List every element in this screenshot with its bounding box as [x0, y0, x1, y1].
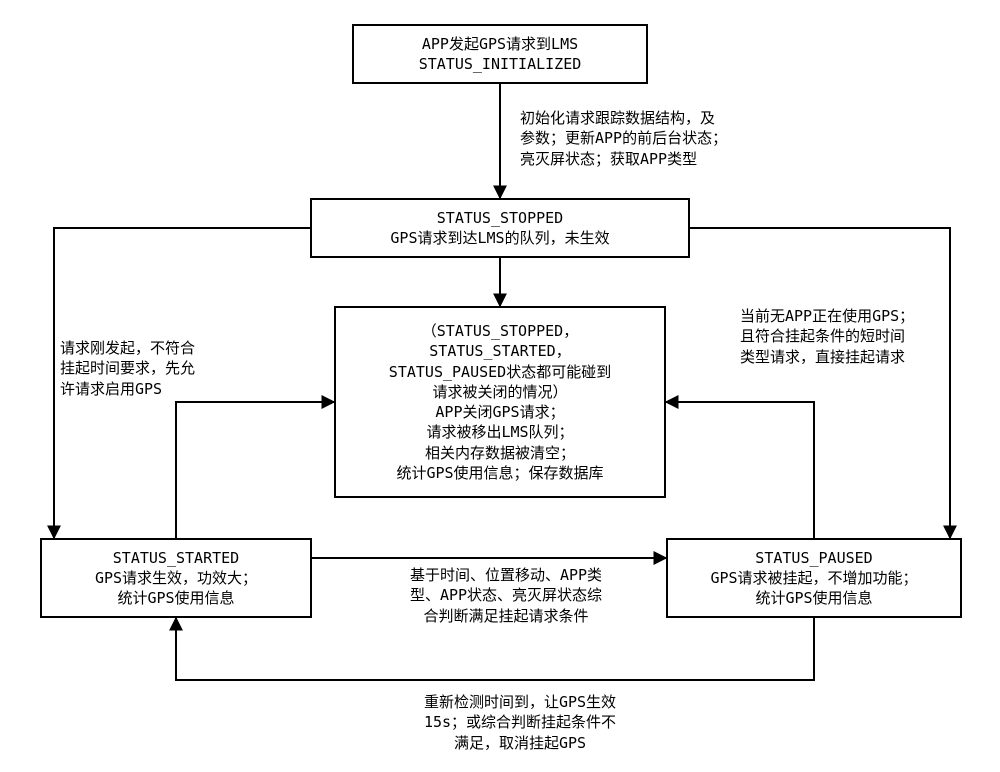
edge-label-line: 且符合挂起条件的短时间	[740, 326, 990, 346]
node-text-line: GPS请求到达LMS的队列，未生效	[390, 228, 609, 248]
edge-started-to-closed	[176, 402, 334, 538]
edge-label-init-to-stopped: 初始化请求跟踪数据结构，及参数；更新APP的前后台状态；亮灭屏状态；获取APP类…	[520, 108, 840, 169]
node-status-paused: STATUS_PAUSEDGPS请求被挂起，不增加功能；统计GPS使用信息	[666, 538, 962, 618]
node-text-line: STATUS_PAUSED	[755, 548, 872, 568]
edge-label-line: 参数；更新APP的前后台状态；	[520, 128, 840, 148]
edge-label-line: 挂起时间要求，先允	[60, 358, 310, 378]
edge-label-stopped-to-started: 请求刚发起，不符合挂起时间要求，先允许请求启用GPS	[60, 338, 310, 399]
edge-label-paused-to-started: 重新检测时间到，让GPS生效15s；或综合判断挂起条件不满足，取消挂起GPS	[370, 692, 670, 753]
node-text-line: STATUS_INITIALIZED	[419, 54, 582, 74]
node-text-line: STATUS_PAUSED状态都可能碰到	[389, 362, 611, 382]
edge-label-line: 基于时间、位置移动、APP类	[356, 565, 656, 585]
node-text-line: 统计GPS使用信息	[117, 588, 234, 608]
node-text-line: STATUS_STARTED，	[429, 341, 570, 361]
edge-label-line: 许请求启用GPS	[60, 379, 310, 399]
edge-label-line: 满足，取消挂起GPS	[370, 733, 670, 753]
node-request-closed: （STATUS_STOPPED，STATUS_STARTED，STATUS_PA…	[334, 306, 666, 498]
node-text-line: GPS请求生效，功效大；	[95, 568, 257, 588]
node-text-line: 统计GPS使用信息；保存数据库	[396, 463, 603, 483]
edge-paused-to-started-bottom	[176, 618, 814, 680]
edge-label-stopped-to-paused: 当前无APP正在使用GPS；且符合挂起条件的短时间类型请求，直接挂起请求	[740, 306, 990, 367]
node-text-line: 请求被关闭的情况）	[432, 382, 567, 402]
edge-label-line: 重新检测时间到，让GPS生效	[370, 692, 670, 712]
node-text-line: STATUS_STOPPED	[437, 208, 563, 228]
node-text-line: GPS请求被挂起，不增加功能；	[710, 568, 917, 588]
node-text-line: 请求被移出LMS队列；	[426, 422, 573, 442]
edge-label-line: 亮灭屏状态；获取APP类型	[520, 149, 840, 169]
edge-label-line: 类型请求，直接挂起请求	[740, 347, 990, 367]
edge-label-line: 当前无APP正在使用GPS；	[740, 306, 990, 326]
node-text-line: 相关内存数据被清空；	[425, 443, 575, 463]
edge-label-line: 型、APP状态、亮灭屏状态综	[356, 585, 656, 605]
node-status-stopped: STATUS_STOPPEDGPS请求到达LMS的队列，未生效	[310, 198, 690, 258]
node-status-started: STATUS_STARTEDGPS请求生效，功效大；统计GPS使用信息	[40, 538, 312, 618]
edge-stopped-to-paused-right	[690, 228, 950, 538]
flowchart-canvas: APP发起GPS请求到LMSSTATUS_INITIALIZED STATUS_…	[0, 0, 1000, 772]
edge-label-line: 合判断满足挂起请求条件	[356, 606, 656, 626]
node-text-line: STATUS_STARTED	[113, 548, 239, 568]
node-text-line: （STATUS_STOPPED，	[422, 321, 578, 341]
node-text-line: APP关闭GPS请求；	[435, 402, 564, 422]
node-status-initialized: APP发起GPS请求到LMSSTATUS_INITIALIZED	[352, 24, 648, 84]
edge-label-line: 15s；或综合判断挂起条件不	[370, 712, 670, 732]
edge-paused-to-closed	[666, 402, 814, 538]
node-text-line: 统计GPS使用信息	[755, 588, 872, 608]
edge-label-started-to-paused: 基于时间、位置移动、APP类型、APP状态、亮灭屏状态综合判断满足挂起请求条件	[356, 565, 656, 626]
node-text-line: APP发起GPS请求到LMS	[422, 34, 578, 54]
edge-label-line: 初始化请求跟踪数据结构，及	[520, 108, 840, 128]
edge-label-line: 请求刚发起，不符合	[60, 338, 310, 358]
